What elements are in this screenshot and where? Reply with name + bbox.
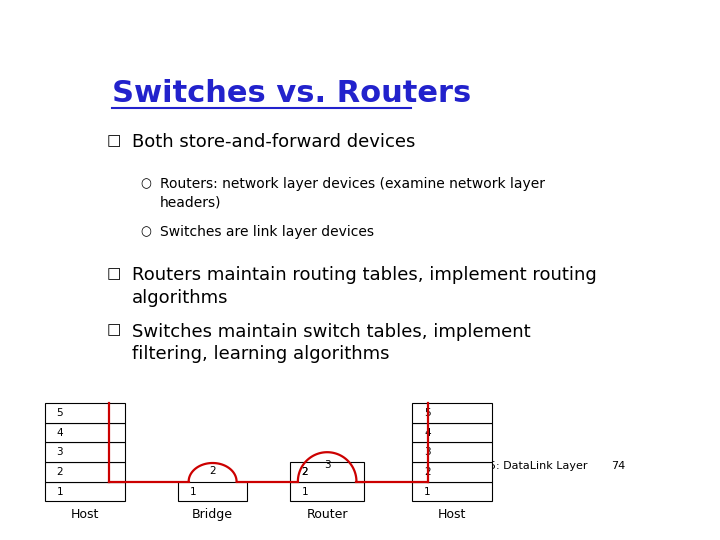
Text: Switches vs. Routers: Switches vs. Routers <box>112 79 472 109</box>
Text: Bridge: Bridge <box>192 509 233 522</box>
Text: □: □ <box>107 133 121 148</box>
Text: ○: ○ <box>140 225 151 238</box>
Text: 1: 1 <box>424 487 431 496</box>
Text: 3: 3 <box>324 460 330 470</box>
Bar <box>413 423 492 442</box>
Text: 3: 3 <box>56 447 63 457</box>
Bar <box>45 423 125 442</box>
Text: 5: 5 <box>56 408 63 418</box>
Bar <box>290 482 364 501</box>
Text: 3: 3 <box>424 447 431 457</box>
Text: Switches are link layer devices: Switches are link layer devices <box>160 225 374 239</box>
Bar <box>45 403 125 423</box>
Text: 2: 2 <box>210 467 216 476</box>
Text: Host: Host <box>71 509 99 522</box>
Text: Both store-and-forward devices: Both store-and-forward devices <box>132 133 415 151</box>
Text: □: □ <box>107 322 121 338</box>
Text: 2: 2 <box>302 467 308 477</box>
Bar <box>45 462 125 482</box>
Text: 4: 4 <box>56 428 63 437</box>
Text: Router: Router <box>307 509 348 522</box>
Text: 2: 2 <box>424 467 431 477</box>
Bar <box>413 442 492 462</box>
Text: 5: 5 <box>424 408 431 418</box>
Text: 1: 1 <box>56 487 63 496</box>
Bar <box>413 403 492 423</box>
Text: 2: 2 <box>302 467 308 477</box>
Text: ○: ○ <box>140 177 151 190</box>
Text: 1: 1 <box>189 487 197 496</box>
Text: Routers: network layer devices (examine network layer
headers): Routers: network layer devices (examine … <box>160 177 545 210</box>
Bar <box>413 462 492 482</box>
Text: 2: 2 <box>56 467 63 477</box>
Text: 5: DataLink Layer: 5: DataLink Layer <box>489 462 588 471</box>
Text: 74: 74 <box>611 462 626 471</box>
Bar <box>178 482 247 501</box>
Bar <box>45 482 125 501</box>
Text: Host: Host <box>438 509 467 522</box>
Text: 4: 4 <box>424 428 431 437</box>
Text: 1: 1 <box>302 487 308 496</box>
Bar <box>413 482 492 501</box>
Text: Routers maintain routing tables, implement routing
algorithms: Routers maintain routing tables, impleme… <box>132 266 597 307</box>
Text: □: □ <box>107 266 121 281</box>
Text: Switches maintain switch tables, implement
filtering, learning algorithms: Switches maintain switch tables, impleme… <box>132 322 531 363</box>
Bar <box>45 442 125 462</box>
Bar <box>290 462 364 482</box>
